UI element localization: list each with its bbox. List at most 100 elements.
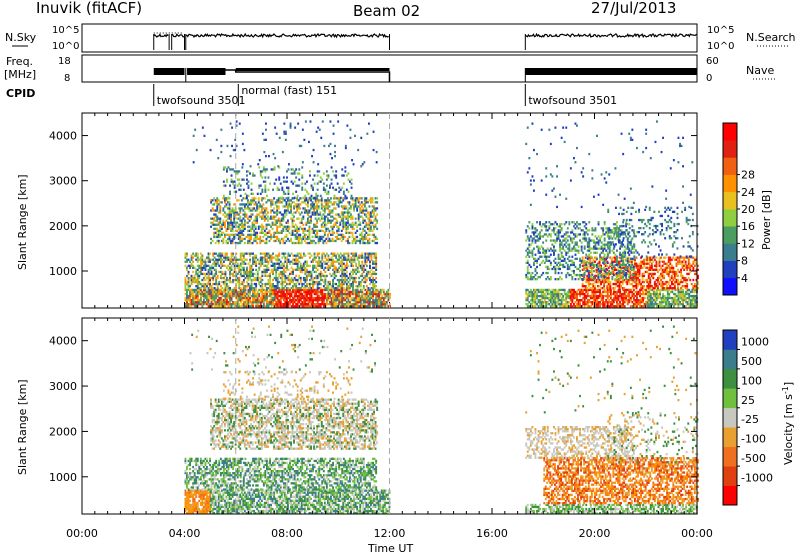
power-cell [228, 203, 231, 206]
power-cell [373, 266, 376, 269]
power-cell [286, 170, 288, 173]
power-cell [362, 209, 365, 212]
power-cell [263, 150, 266, 154]
power-cell [325, 205, 328, 208]
power-cell [285, 233, 288, 236]
power-cell [320, 229, 323, 232]
power-cell [298, 294, 301, 298]
power-cell [253, 199, 256, 202]
power-cell [276, 188, 279, 191]
power-cell [341, 258, 344, 261]
power-cell [301, 305, 304, 308]
power-cell [325, 258, 328, 261]
power-cell [369, 270, 371, 274]
power-cell [344, 194, 347, 197]
power-cell [292, 172, 294, 175]
power-cell [242, 254, 245, 257]
power-cell [224, 288, 227, 292]
power-cell [292, 182, 294, 185]
power-cell [291, 221, 294, 224]
power-cell [363, 233, 366, 236]
power-cell [606, 276, 609, 280]
power-cell [306, 303, 308, 306]
power-cell [207, 288, 210, 292]
power-cell [364, 305, 367, 308]
power-cell [592, 287, 595, 290]
power-cell [236, 241, 239, 245]
power-cell [299, 213, 302, 216]
power-cell [617, 260, 619, 263]
power-cell [370, 199, 372, 202]
power-cell [350, 194, 353, 197]
power-cell [367, 288, 370, 292]
power-cell [227, 225, 229, 228]
power-cell [568, 301, 571, 304]
power-cell [295, 262, 298, 265]
power-cell [376, 299, 379, 302]
power-cell [626, 278, 629, 282]
power-cell [372, 260, 374, 263]
power-cell [297, 211, 300, 214]
power-cell [227, 215, 229, 218]
power-cell [668, 305, 671, 308]
power-cell [212, 282, 215, 286]
power-cell [218, 299, 221, 302]
power-cell [551, 303, 554, 306]
power-cell [253, 290, 256, 294]
power-cell [229, 268, 231, 271]
power-cell [372, 270, 374, 274]
power-cell [267, 266, 270, 269]
power-cell [369, 303, 371, 306]
power-cell [585, 290, 588, 294]
power-cell [589, 296, 592, 300]
power-cell [342, 213, 345, 216]
power-cell [296, 197, 299, 200]
power-cell [324, 303, 327, 306]
power-cell [318, 262, 321, 265]
power-cell [246, 170, 248, 173]
power-cell [263, 209, 266, 212]
power-cell [642, 299, 645, 302]
power-cell [342, 217, 345, 220]
power-cell [273, 292, 276, 296]
power-cell [320, 237, 323, 241]
power-cell [278, 290, 281, 294]
power-cell [261, 287, 264, 290]
power-cell [623, 301, 626, 304]
power-cell [327, 190, 330, 193]
power-cell [557, 288, 560, 292]
power-cell [330, 288, 333, 292]
power-cell [253, 197, 256, 200]
power-cell [295, 256, 298, 259]
power-cell [581, 268, 584, 271]
power-cell [284, 138, 287, 141]
power-cell [322, 268, 325, 271]
power-cell [691, 301, 694, 304]
power-cell [244, 292, 247, 296]
power-cell [322, 182, 325, 185]
power-cell [691, 305, 694, 308]
power-cell [207, 299, 210, 302]
power-cell [313, 282, 316, 286]
power-cell [269, 282, 271, 286]
power-cell [218, 270, 221, 274]
power-cell [324, 270, 327, 274]
power-cell [286, 288, 288, 292]
power-cell [284, 292, 287, 296]
power-cell [258, 266, 261, 269]
power-cell [285, 229, 288, 232]
power-cell [273, 303, 276, 306]
power-cell [307, 288, 310, 292]
power-cell [357, 201, 360, 204]
power-cell [256, 221, 259, 224]
power-cell [193, 296, 196, 300]
power-cell [629, 270, 632, 274]
power-cell [228, 197, 231, 200]
power-cell [292, 278, 294, 282]
power-cell [209, 276, 211, 280]
power-cell [336, 203, 339, 206]
power-cell [252, 299, 254, 302]
power-cell [649, 301, 652, 304]
power-cell [227, 213, 229, 216]
power-cell [378, 303, 381, 306]
